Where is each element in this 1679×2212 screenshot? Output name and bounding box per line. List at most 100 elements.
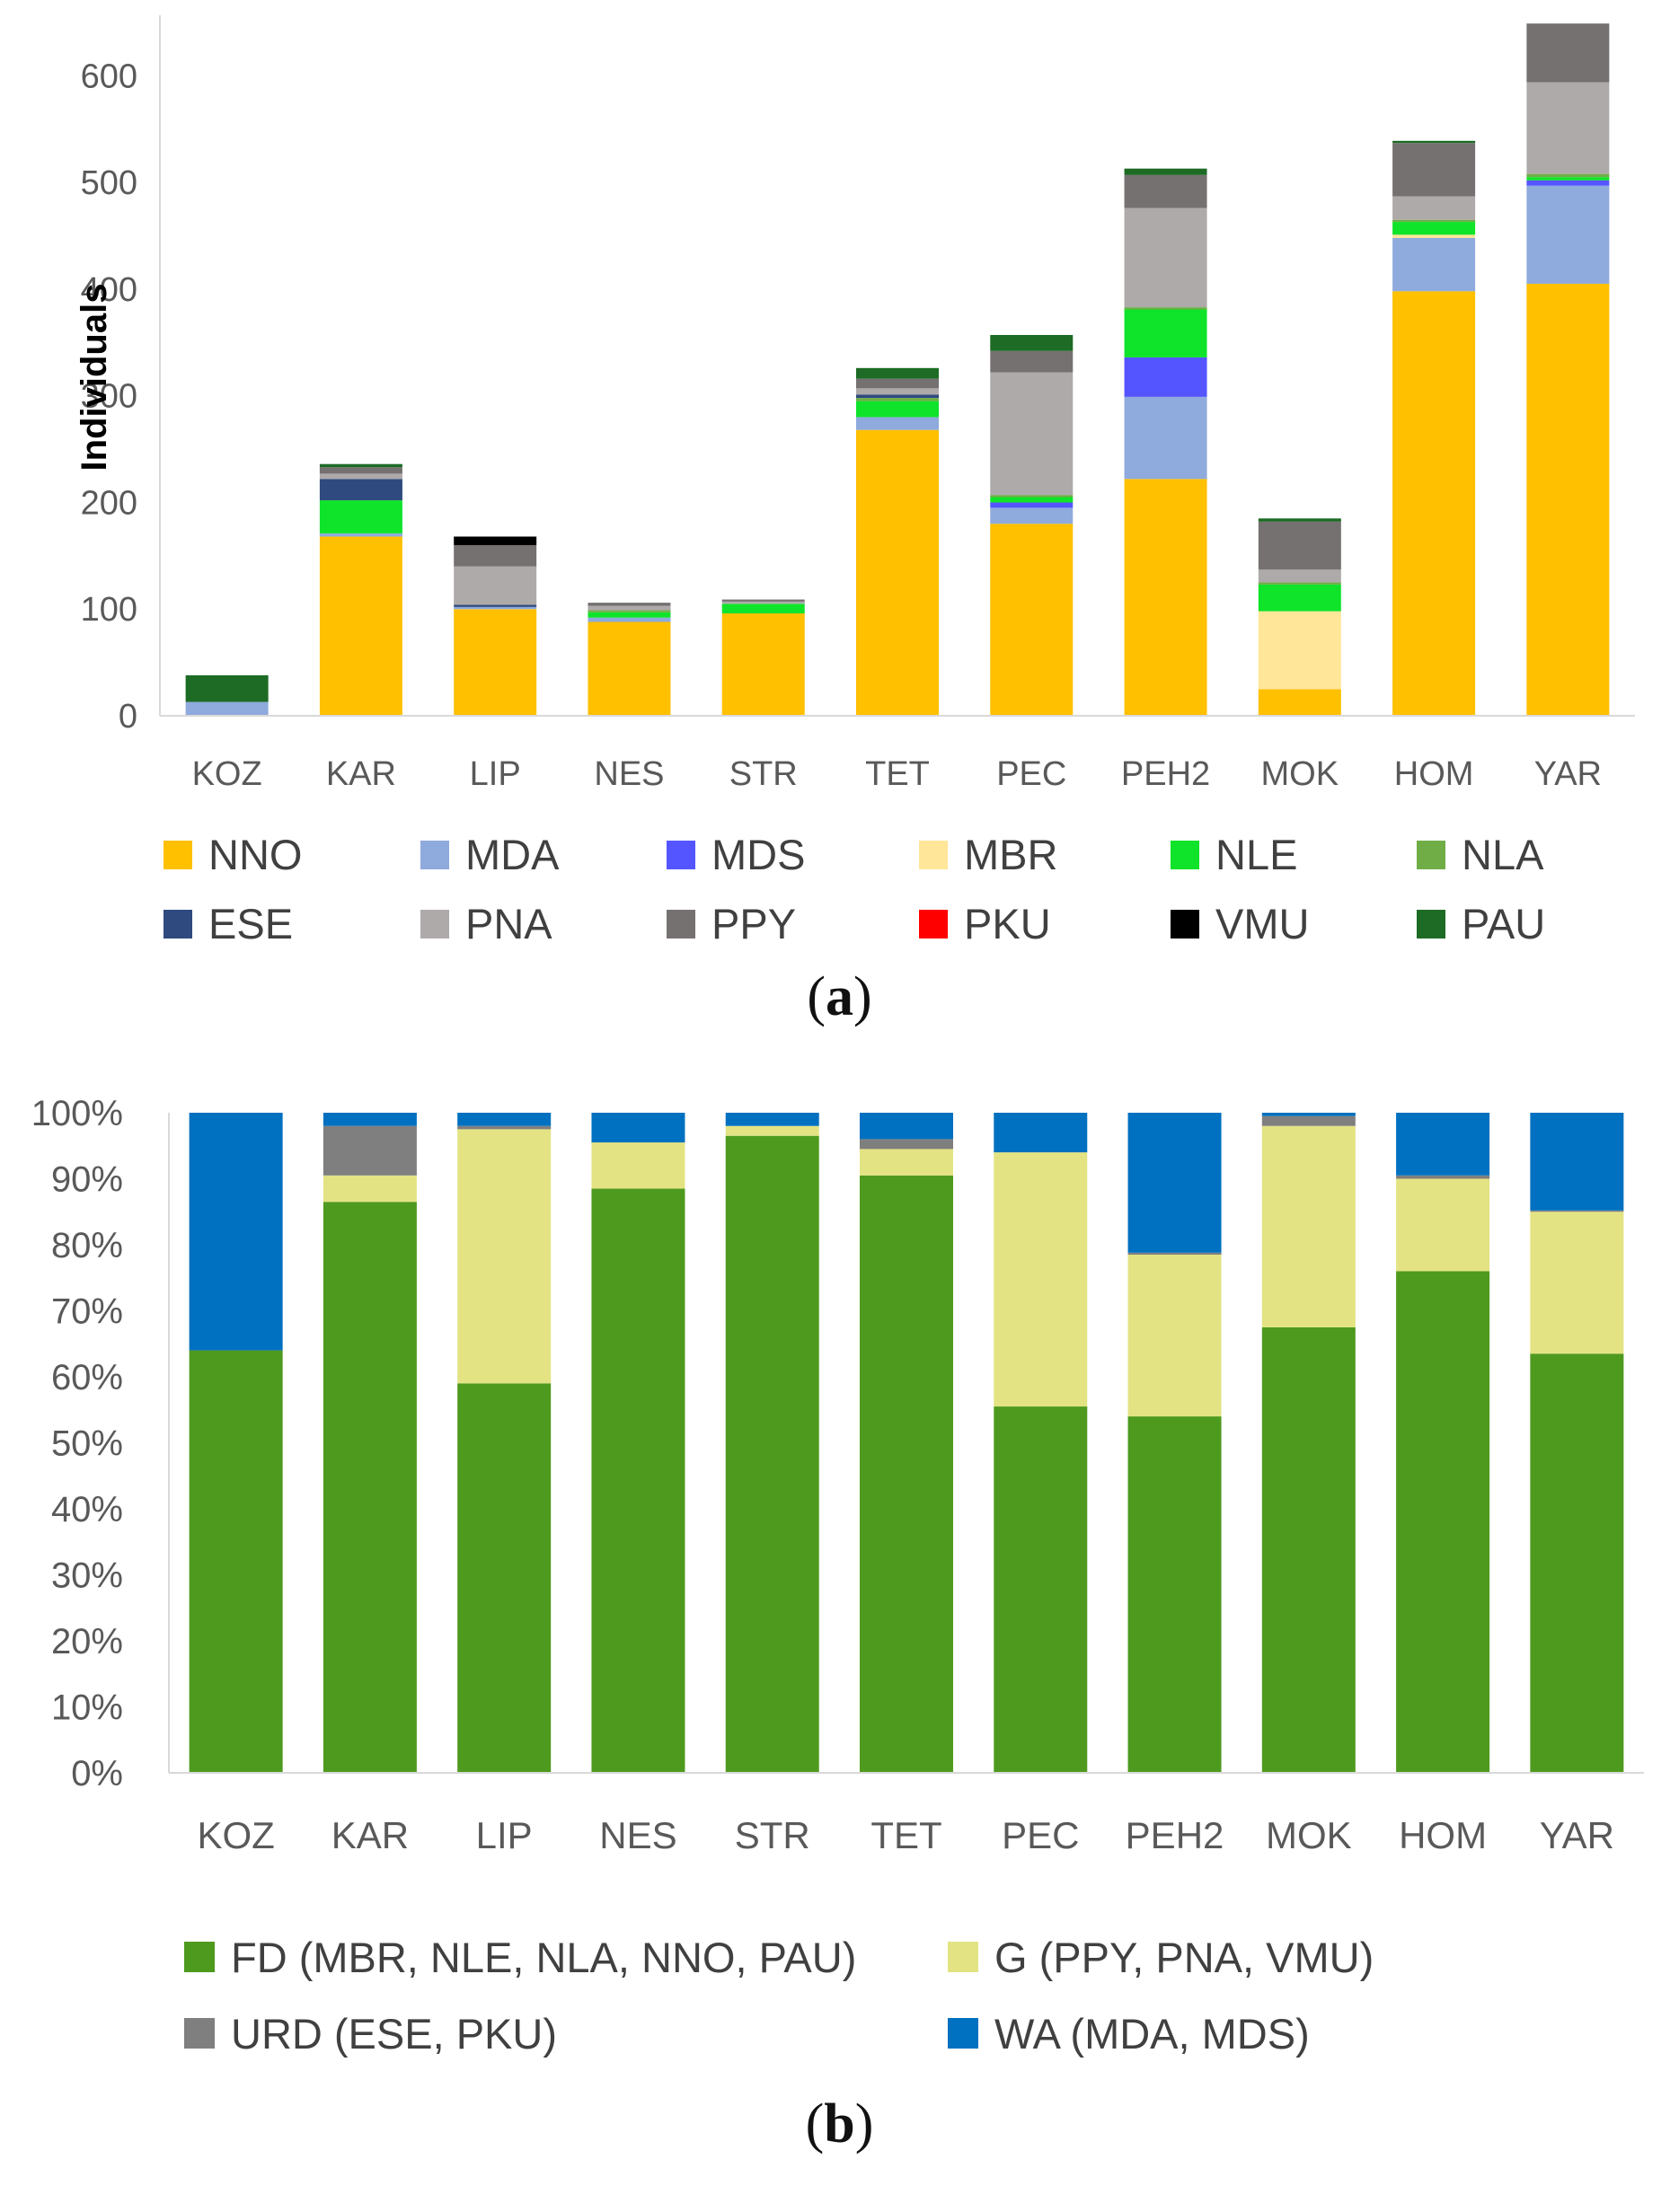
bar-a-yar-ppy <box>1526 23 1610 83</box>
ytick-b-60: 60% <box>51 1358 123 1397</box>
caption-a: (a) <box>807 966 872 1027</box>
bar-b-tet-urd-ese-pku <box>860 1139 953 1150</box>
bar-a-kar-ese <box>319 479 402 501</box>
ylabel-a: Individuals <box>75 284 114 471</box>
legend-a-swatch-nno <box>163 841 192 869</box>
xtick-b-koz: KOZ <box>197 1814 274 1856</box>
bar-b-peh2-urd-ese-pku <box>1127 1252 1222 1256</box>
ytick-a-500: 500 <box>81 164 137 202</box>
ytick-a-100: 100 <box>81 591 137 629</box>
bar-b-yar-fd-mbr-nle-nla-nno-pau <box>1530 1353 1624 1773</box>
ytick-b-20: 20% <box>51 1622 123 1661</box>
bar-a-hom-pna <box>1392 196 1476 220</box>
legend-a-swatch-pku <box>919 910 948 939</box>
ytick-b-0: 0% <box>71 1754 123 1793</box>
bar-a-pec-nno <box>990 524 1074 716</box>
bar-b-yar-g-ppy-pna-vmu <box>1530 1212 1624 1354</box>
bar-a-lip-pna <box>454 566 537 605</box>
bar-a-tet-ese <box>856 394 939 399</box>
xtick-b-mok: MOK <box>1266 1814 1352 1856</box>
xtick-b-peh2: PEH2 <box>1126 1814 1224 1856</box>
bar-a-peh2-nle <box>1124 309 1207 357</box>
bar-b-hom-wa-mda-mds <box>1396 1113 1490 1176</box>
legend-b-swatch-fd-mbr-nle-nla-nno-pau <box>184 1942 215 1972</box>
bar-a-pec-pau <box>990 334 1074 351</box>
ytick-a-300: 300 <box>81 378 137 416</box>
bar-a-tet-mda <box>856 417 939 430</box>
legend-b-swatch-urd-ese-pku <box>184 2018 215 2049</box>
legend-b-label-g-ppy-pna-vmu: G (PPY, PNA, VMU) <box>994 1934 1374 1981</box>
bar-b-koz-fd-mbr-nle-nla-nno-pau <box>189 1350 283 1773</box>
bar-a-mok-ppy <box>1258 521 1341 570</box>
xtick-b-nes: NES <box>599 1814 676 1856</box>
legend-a-label-pku: PKU <box>964 900 1051 947</box>
xtick-a-mok: MOK <box>1261 755 1339 793</box>
bar-a-peh2-mda <box>1124 396 1207 480</box>
ytick-a-400: 400 <box>81 271 137 309</box>
xtick-a-str: STR <box>729 755 798 793</box>
bar-b-kar-wa-mda-mds <box>323 1113 417 1126</box>
bar-a-tet-pau <box>856 367 939 379</box>
bar-a-mok-mbr <box>1258 611 1341 690</box>
bar-a-peh2-mds <box>1124 357 1207 397</box>
bar-b-kar-g-ppy-pna-vmu <box>323 1175 417 1203</box>
bar-a-nes-ppy <box>588 603 671 606</box>
xtick-a-peh2: PEH2 <box>1121 755 1210 793</box>
bar-b-mok-wa-mda-mds <box>1261 1113 1356 1116</box>
bar-a-peh2-nno <box>1124 479 1207 716</box>
bar-b-hom-fd-mbr-nle-nla-nno-pau <box>1396 1271 1490 1773</box>
xtick-b-lip: LIP <box>476 1814 533 1856</box>
bar-a-pec-mds <box>990 502 1074 508</box>
caption-b-letter: b <box>824 2093 855 2155</box>
legend-a-label-nno: NNO <box>208 831 302 878</box>
bar-a-hom-pau <box>1392 140 1476 144</box>
bar-b-hom-urd-ese-pku <box>1396 1175 1490 1179</box>
xtick-a-koz: KOZ <box>192 755 262 793</box>
bar-b-str-wa-mda-mds <box>725 1113 819 1126</box>
xtick-b-yar: YAR <box>1540 1814 1614 1856</box>
bar-a-lip-vmu <box>454 536 537 545</box>
bar-b-peh2-g-ppy-pna-vmu <box>1127 1255 1222 1417</box>
bar-a-nes-pna <box>588 605 671 611</box>
bar-b-nes-wa-mda-mds <box>591 1113 685 1143</box>
bar-a-hom-nno <box>1392 291 1476 716</box>
ytick-b-30: 30% <box>51 1556 123 1596</box>
bar-a-str-ppy <box>721 599 805 602</box>
bar-b-tet-g-ppy-pna-vmu <box>860 1149 953 1176</box>
legend-a-label-vmu: VMU <box>1215 900 1309 947</box>
bar-b-mok-fd-mbr-nle-nla-nno-pau <box>1261 1326 1356 1773</box>
bar-b-tet-wa-mda-mds <box>860 1113 953 1140</box>
xtick-a-kar: KAR <box>326 755 396 793</box>
ytick-b-10: 10% <box>51 1688 123 1728</box>
bar-a-tet-nla <box>856 398 939 401</box>
bar-a-str-nno <box>721 612 805 716</box>
legend-a-label-pau: PAU <box>1462 900 1545 947</box>
xtick-a-nes: NES <box>594 755 664 793</box>
ytick-b-90: 90% <box>51 1160 123 1200</box>
bar-a-pec-ppy <box>990 350 1074 373</box>
bar-a-yar-nla <box>1526 173 1610 178</box>
xtick-b-str: STR <box>735 1814 810 1856</box>
legend-b-swatch-wa-mda-mds <box>948 2018 978 2049</box>
bar-b-yar-urd-ese-pku <box>1530 1210 1624 1212</box>
bar-b-pec-g-ppy-pna-vmu <box>994 1152 1088 1407</box>
bar-b-peh2-fd-mbr-nle-nla-nno-pau <box>1127 1416 1222 1773</box>
bar-a-peh2-nla <box>1124 307 1207 310</box>
bar-a-yar-mda <box>1526 185 1610 284</box>
legend-a-swatch-nla <box>1417 841 1445 869</box>
bar-a-kar-nle <box>319 500 402 533</box>
bar-b-kar-fd-mbr-nle-nla-nno-pau <box>323 1202 417 1773</box>
xtick-a-hom: HOM <box>1394 755 1474 793</box>
bar-b-lip-g-ppy-pna-vmu <box>457 1129 552 1384</box>
bar-a-pec-nla <box>990 495 1074 498</box>
bar-a-peh2-pau <box>1124 168 1207 175</box>
bar-b-peh2-wa-mda-mds <box>1127 1113 1222 1253</box>
xtick-a-yar: YAR <box>1534 755 1602 793</box>
xtick-a-pec: PEC <box>996 755 1066 793</box>
chart-a-individuals: KOZ KAR LIP NES STR TET PEC PEH2 MOK HOM YAR 0 100 20… <box>75 15 1635 947</box>
ytick-b-40: 40% <box>51 1490 123 1529</box>
bar-b-str-fd-mbr-nle-nla-nno-pau <box>725 1135 819 1773</box>
bar-a-mok-pau <box>1258 518 1341 522</box>
legend-a-label-ppy: PPY <box>711 900 796 947</box>
